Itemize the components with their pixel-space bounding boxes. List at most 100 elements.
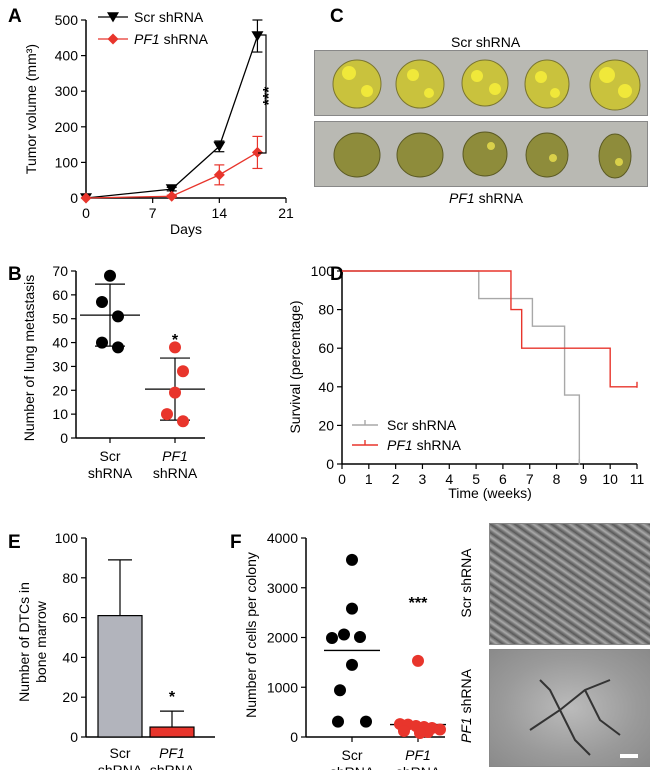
chart-f-point-0-4 bbox=[326, 631, 338, 644]
chart-b-point-0-4 bbox=[112, 341, 124, 354]
chart-e-ytick-label-20: 20 bbox=[62, 689, 78, 705]
chart-a-point-1-2 bbox=[213, 169, 225, 181]
chart-e-ytick-label-40: 40 bbox=[62, 649, 78, 665]
chart-d-ytick-label-0: 0 bbox=[326, 456, 334, 472]
cell-photo-scr bbox=[489, 523, 650, 645]
panel-letter-B: B bbox=[8, 264, 22, 285]
chart-f-point-0-7 bbox=[332, 715, 344, 728]
chart-b-group-1-label2: shRNA bbox=[153, 465, 198, 481]
chart-d-xtick-label-1: 1 bbox=[365, 471, 373, 487]
chart-f-group-0-label1: Scr bbox=[342, 747, 363, 763]
chart-b-point-1-1 bbox=[177, 365, 189, 378]
chart-d-ytick-label-60: 60 bbox=[318, 340, 334, 356]
chart-d-ytick-label-40: 40 bbox=[318, 379, 334, 395]
chart-f-point-0-2 bbox=[338, 628, 350, 641]
chart-f-group-1-label2: shRNA bbox=[396, 764, 441, 770]
lung-photo-scr-art bbox=[332, 59, 641, 111]
chart-f-sig-stars: *** bbox=[409, 595, 428, 612]
chart-b-ytick-label-60: 60 bbox=[52, 287, 68, 303]
photo-f-bottom-label-gene: PF1 bbox=[458, 717, 474, 743]
chart-a-xtick-label-0: 0 bbox=[82, 205, 90, 221]
photo-f-bottom-label: PF1 shRNA bbox=[458, 669, 474, 743]
chart-e-ylabel-line1: Number of DTCs in bbox=[16, 582, 32, 702]
chart-d-ytick-label-20: 20 bbox=[318, 417, 334, 433]
chart-a-ytick-label-300: 300 bbox=[55, 83, 79, 99]
chart-a-legend-label-1-suffix: shRNA bbox=[160, 31, 209, 47]
chart-d-xtick-label-3: 3 bbox=[419, 471, 427, 487]
chart-f-point-1-7 bbox=[398, 725, 410, 738]
chart-b-ytick-label-0: 0 bbox=[60, 430, 68, 446]
chart-f-point-1-0 bbox=[412, 654, 424, 667]
chart-a-line-0 bbox=[85, 35, 259, 199]
chart-d-legend-label-1: PF1 shRNA bbox=[387, 437, 462, 453]
photo-f-top-label-text: Scr shRNA bbox=[458, 548, 474, 618]
chart-f-point-0-8 bbox=[360, 715, 372, 728]
chart-b-point-0-2 bbox=[112, 310, 124, 323]
chart-b-ylabel: Number of lung metastasis bbox=[21, 275, 37, 442]
photo-f-top-label: Scr shRNA bbox=[458, 548, 474, 617]
chart-e-bar-1 bbox=[149, 726, 195, 738]
chart-a-xtick-label-14: 14 bbox=[212, 205, 228, 221]
chart-e-sig-star: * bbox=[169, 689, 176, 706]
panel-letter-D: D bbox=[330, 264, 344, 285]
chart-d-xlabel: Time (weeks) bbox=[448, 485, 532, 501]
chart-b-point-1-3 bbox=[161, 408, 173, 421]
chart-e-ytick-label-100: 100 bbox=[55, 530, 79, 546]
chart-b-ytick-label-20: 20 bbox=[52, 382, 68, 398]
chart-d-xtick-label-8: 8 bbox=[553, 471, 561, 487]
chart-a-point-0-3 bbox=[251, 31, 264, 42]
chart-d-ylabel: Survival (percentage) bbox=[287, 300, 303, 433]
chart-b-sig-star: * bbox=[172, 332, 179, 349]
chart-a-legend-label-0-suffix: shRNA bbox=[155, 9, 204, 25]
chart-e-group-1-label1: PF1 bbox=[159, 745, 185, 761]
chart-f-group-1-label1: PF1 bbox=[405, 747, 431, 763]
chart-a-ytick-label-400: 400 bbox=[55, 48, 79, 64]
scale-bar bbox=[620, 754, 638, 758]
chart-d-legend-label-0: Scr shRNA bbox=[387, 417, 457, 433]
chart-f-group-0-label2: shRNA bbox=[330, 764, 375, 770]
panel-letter-A: A bbox=[8, 6, 22, 27]
chart-b-point-1-2 bbox=[169, 386, 181, 399]
chart-d-xtick-label-4: 4 bbox=[445, 471, 453, 487]
photo-c-bottom-label-gene: PF1 bbox=[449, 190, 475, 206]
chart-e-bar-0 bbox=[97, 615, 143, 738]
chart-d-xtick-label-11: 11 bbox=[630, 471, 645, 487]
chart-a-ytick-label-500: 500 bbox=[55, 12, 79, 28]
chart-a-xlabel: Days bbox=[170, 221, 202, 237]
chart-d-xtick-label-9: 9 bbox=[579, 471, 587, 487]
chart-a-ylabel: Tumor volume (mm³) bbox=[23, 44, 39, 174]
chart-f-point-0-6 bbox=[334, 684, 346, 697]
chart-d-xtick-label-6: 6 bbox=[499, 471, 507, 487]
chart-e-ylabel-line2: bone marrow bbox=[33, 600, 49, 683]
chart-b-point-0-3 bbox=[96, 336, 108, 349]
chart-a-point-0-2 bbox=[213, 141, 226, 152]
chart-d-curve-0 bbox=[342, 270, 581, 464]
chart-b-ytick-label-10: 10 bbox=[52, 406, 68, 422]
chart-d-ytick-label-80: 80 bbox=[318, 302, 334, 318]
chart-a-sig-bracket bbox=[258, 34, 267, 154]
chart-a-ytick-label-0: 0 bbox=[70, 190, 78, 206]
chart-b-group-0-label1: Scr bbox=[100, 448, 121, 464]
lung-photo-pf1 bbox=[314, 121, 648, 187]
chart-e-group-0-label2: shRNA bbox=[98, 762, 143, 770]
chart-d-xtick-label-10: 10 bbox=[602, 471, 618, 487]
chart-a-legend-label-1-prefix: PF1 bbox=[134, 31, 160, 47]
chart-d-legend-label-1-prefix: PF1 bbox=[387, 437, 413, 453]
chart-f-point-0-5 bbox=[346, 658, 358, 671]
chart-a-xtick-label-21: 21 bbox=[278, 205, 294, 221]
chart-b-point-0-0 bbox=[104, 269, 116, 282]
chart-b-point-1-4 bbox=[177, 415, 189, 428]
chart-d-curve-1 bbox=[342, 270, 637, 388]
photo-f-bottom-label-suffix: shRNA bbox=[458, 669, 474, 718]
chart-a-legend-marker-0 bbox=[107, 12, 119, 23]
chart-b-ytick-label-30: 30 bbox=[52, 358, 68, 374]
chart-a-point-1-3 bbox=[251, 146, 263, 158]
panel-letter-F: F bbox=[230, 532, 242, 553]
chart-f-point-0-1 bbox=[346, 602, 358, 615]
chart-f-point-1-9 bbox=[414, 727, 426, 740]
photo-c-bottom-label-suffix: shRNA bbox=[474, 190, 523, 206]
chart-a-point-1-1 bbox=[166, 190, 178, 202]
chart-b-ytick-label-50: 50 bbox=[52, 311, 68, 327]
